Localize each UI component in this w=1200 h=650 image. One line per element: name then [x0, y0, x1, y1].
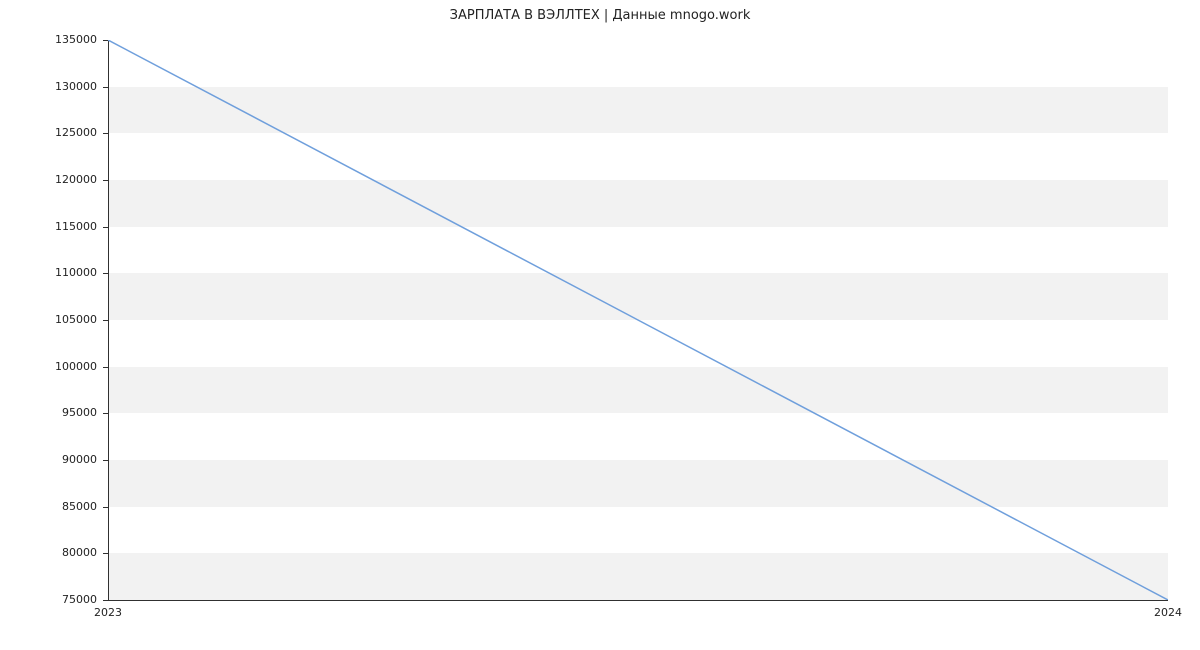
y-tick-label: 110000 [37, 266, 97, 279]
y-tick-label: 85000 [37, 500, 97, 513]
series-line [108, 40, 1168, 600]
x-tick-label: 2023 [68, 606, 148, 619]
y-tick-label: 125000 [37, 126, 97, 139]
y-tick-label: 90000 [37, 453, 97, 466]
y-tick-label: 135000 [37, 33, 97, 46]
x-tick-label: 2024 [1128, 606, 1200, 619]
y-tick-label: 120000 [37, 173, 97, 186]
y-tick-label: 105000 [37, 313, 97, 326]
x-axis [108, 600, 1168, 601]
y-tick-label: 130000 [37, 80, 97, 93]
chart-title: ЗАРПЛАТА В ВЭЛЛТЕХ | Данные mnogo.work [0, 8, 1200, 23]
y-tick [103, 600, 108, 601]
y-tick-label: 75000 [37, 593, 97, 606]
y-tick-label: 100000 [37, 360, 97, 373]
plot-area: 7500080000850009000095000100000105000110… [108, 40, 1168, 600]
y-tick-label: 80000 [37, 546, 97, 559]
y-tick-label: 95000 [37, 406, 97, 419]
y-tick-label: 115000 [37, 220, 97, 233]
